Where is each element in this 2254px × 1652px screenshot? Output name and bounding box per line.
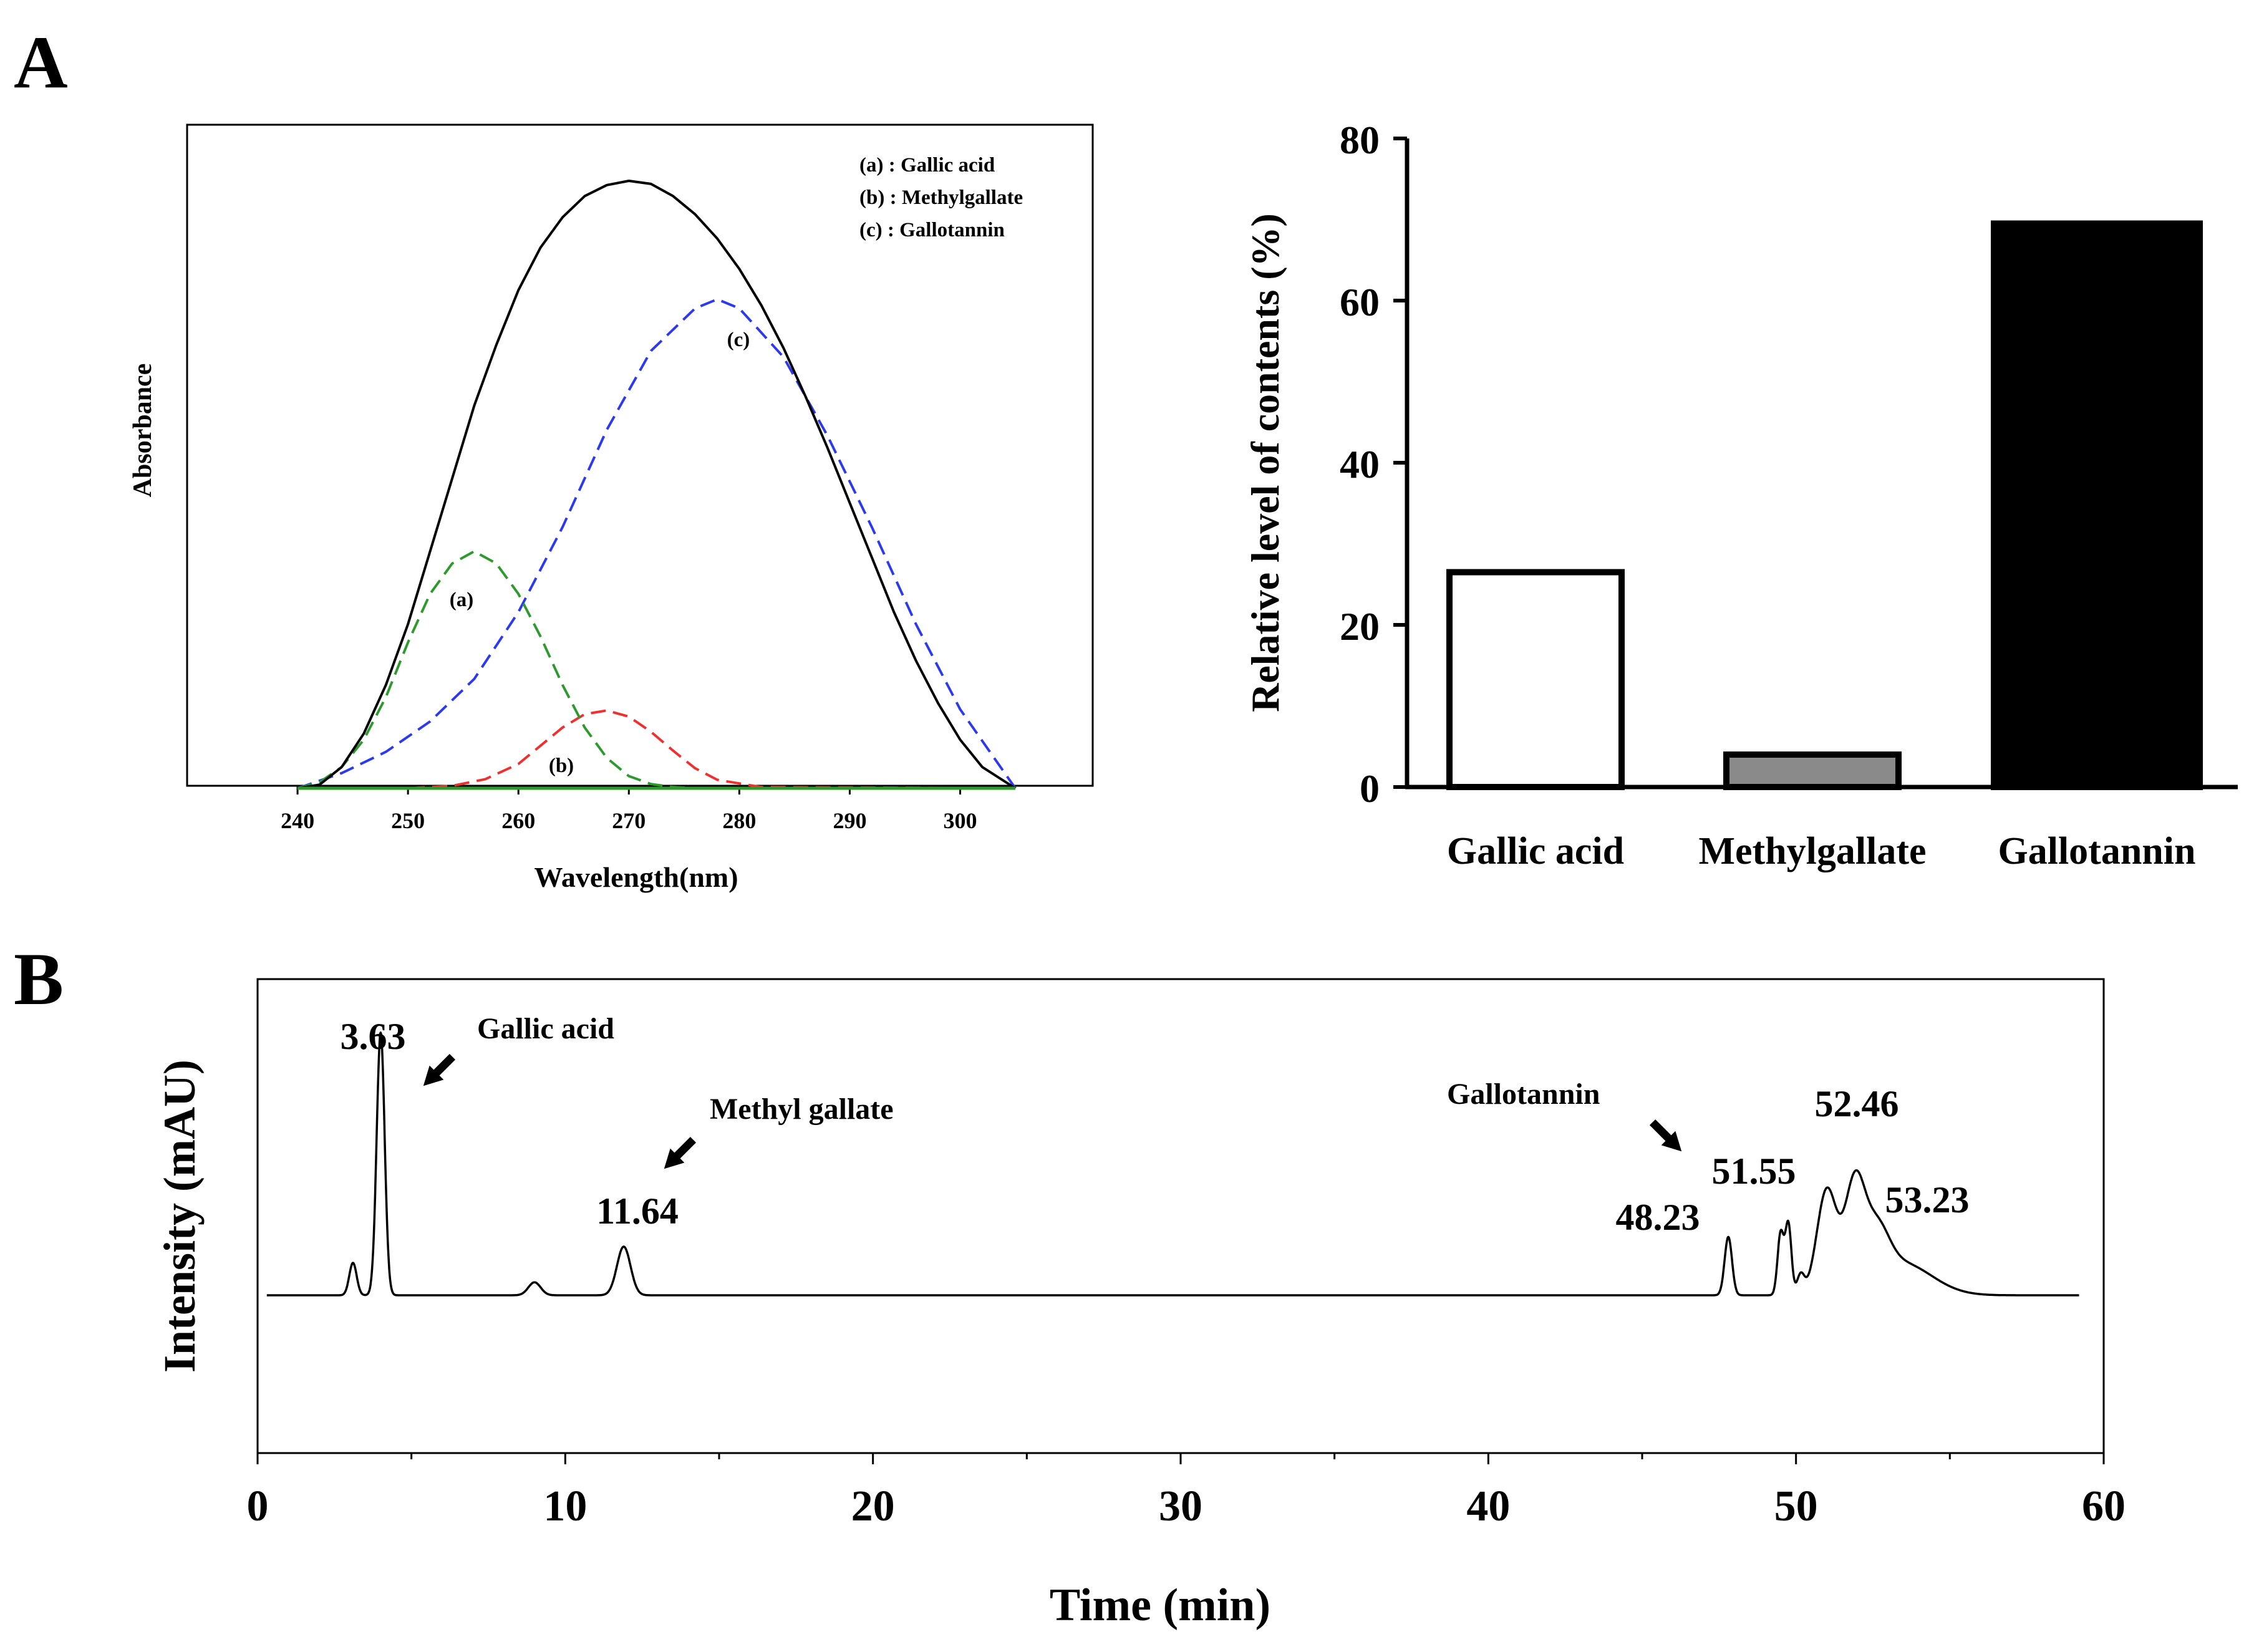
panel-a-label: A	[14, 21, 68, 104]
hplc-xtick-label-50: 50	[1774, 1482, 1818, 1530]
uv-spectrum-lines	[297, 180, 1017, 790]
bar-category-label-methylgallate: Methylgallate	[1698, 830, 1926, 872]
uv-plot-frame	[186, 123, 1094, 787]
arrow-gallotannin-icon	[1649, 1119, 1682, 1152]
bar-ytick-label-0: 0	[1360, 766, 1380, 811]
uv-xtick-label-260: 260	[501, 808, 535, 833]
arrow-gallic-acid-icon	[423, 1053, 456, 1086]
compound-label-methyl-gallate: Methyl gallate	[710, 1093, 894, 1126]
bar-ytick-label-20: 20	[1340, 604, 1380, 649]
peak-label-11-64: 11.64	[596, 1191, 679, 1232]
hplc-xtick-label-0: 0	[247, 1482, 269, 1530]
compound-label-gallotannin: Gallotannin	[1447, 1078, 1600, 1111]
peak-label-52-46: 52.46	[1815, 1083, 1899, 1124]
bar-methylgallate	[1723, 751, 1902, 790]
annotation-a: (a)	[450, 589, 473, 611]
hplc-xtick-label-40: 40	[1466, 1482, 1510, 1530]
hplc-trace	[266, 1031, 2080, 1297]
legend-gallic-acid: (a) : Gallic acid	[859, 154, 995, 176]
hplc-plot-frame	[256, 978, 2105, 1454]
bar-y-ticks: 0 20 40 60 80	[1340, 118, 1407, 811]
compound-label-gallic-acid: Gallic acid	[477, 1012, 614, 1045]
relative-contents-chart: 0 20 40 60 80 Gallic acid Methylgallate Gallot…	[1243, 118, 2238, 872]
bar-gallic-acid	[1446, 569, 1625, 790]
bar-ytick-label-80: 80	[1340, 118, 1380, 162]
legend-methylgallate: (b) : Methylgallate	[859, 186, 1023, 209]
arrow-methyl-gallate-icon	[664, 1136, 697, 1169]
uv-series-c-gallotannin	[297, 297, 1017, 790]
bar-ylabel: Relative level of contents (%)	[1243, 213, 1287, 712]
uv-xtick-label-290: 290	[833, 808, 866, 833]
hplc-xtick-label-10: 10	[543, 1482, 587, 1530]
uv-xlabel: Wavelength(nm)	[534, 861, 738, 893]
uv-xtick-label-240: 240	[281, 808, 314, 833]
hplc-x-ticks: 0 10 20 30 40 50 60	[247, 1453, 2126, 1530]
bar-category-label-gallotannin: Gallotannin	[1998, 830, 2196, 872]
uv-x-ticks: 240 250 260 270 280 290 300	[281, 786, 977, 833]
uv-xtick-label-300: 300	[944, 808, 977, 833]
hplc-xtick-label-60: 60	[2082, 1482, 2126, 1530]
bar-series: Gallic acid Methylgallate Gallotannin	[1446, 220, 2203, 872]
hplc-xtick-label-30: 30	[1159, 1482, 1202, 1530]
legend-gallotannin: (c) : Gallotannin	[859, 219, 1005, 241]
uv-spectrum-chart: 240 250 260 270 280 290 300 Wavelength(nm) Abs…	[128, 123, 1094, 893]
uv-series-total	[297, 180, 1017, 790]
uv-series-a-gallic-acid	[297, 550, 1015, 790]
hplc-xlabel: Time (min)	[1050, 1580, 1270, 1631]
uv-series-b-methylgallate	[297, 709, 1016, 790]
uv-legend: (a) : Gallic acid (b) : Methylgallate (c…	[859, 154, 1023, 241]
annotation-c: (c)	[727, 329, 750, 351]
peak-label-48-23: 48.23	[1616, 1197, 1700, 1238]
annotation-b: (b)	[549, 755, 574, 777]
hplc-ylabel: Intensity (mAU)	[155, 1060, 205, 1373]
hplc-chart: 0 10 20 30 40 50 60 Time (min) Intensity (mAU)…	[155, 978, 2126, 1631]
bar-gallotannin	[1991, 220, 2203, 790]
hplc-xtick-label-20: 20	[851, 1482, 895, 1530]
uv-xtick-label-280: 280	[722, 808, 756, 833]
panel-b-label: B	[14, 937, 64, 1020]
bar-ytick-label-40: 40	[1340, 442, 1380, 486]
peak-label-53-23: 53.23	[1885, 1179, 1970, 1220]
uv-xtick-label-250: 250	[391, 808, 425, 833]
peak-label-51-55: 51.55	[1712, 1151, 1796, 1192]
uv-ylabel: Absorbance	[128, 364, 157, 498]
uv-xtick-label-270: 270	[612, 808, 646, 833]
bar-ytick-label-60: 60	[1340, 280, 1380, 324]
bar-category-label-gallic-acid: Gallic acid	[1447, 830, 1624, 872]
peak-label-3-63: 3.63	[341, 1016, 406, 1057]
